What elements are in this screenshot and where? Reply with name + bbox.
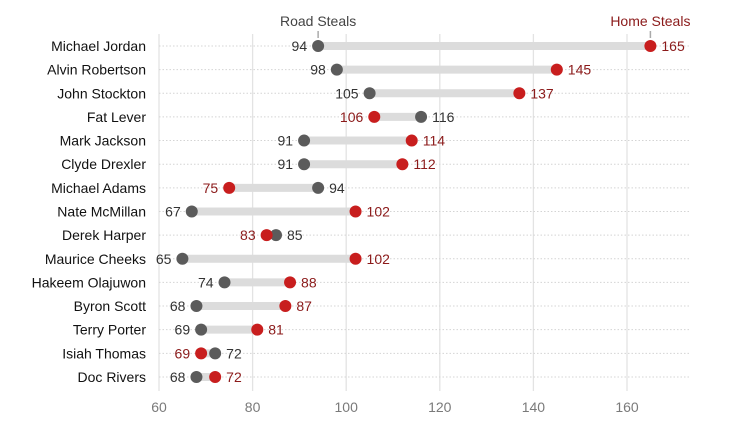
x-tick-label: 120 bbox=[428, 399, 452, 415]
road-steals-point bbox=[176, 252, 189, 265]
road-steals-point bbox=[363, 87, 376, 100]
home-steals-label: 102 bbox=[367, 203, 391, 219]
road-steals-point bbox=[312, 40, 325, 52]
road-steals-label: 72 bbox=[226, 345, 242, 361]
road-steals-label: 85 bbox=[287, 227, 303, 243]
road-steals-label: 94 bbox=[329, 180, 345, 196]
home-steals-point bbox=[405, 134, 418, 147]
home-steals-label: 83 bbox=[240, 227, 256, 243]
player-name: Michael Jordan bbox=[51, 38, 146, 54]
home-steals-point bbox=[209, 370, 222, 383]
player-name: Doc Rivers bbox=[78, 369, 146, 385]
player-name: Byron Scott bbox=[74, 298, 146, 314]
home-steals-point bbox=[195, 347, 208, 360]
road-steals-point bbox=[415, 110, 428, 123]
x-axis: 60 80 100 120 140 160 bbox=[151, 399, 639, 415]
player-name: Hakeem Olajuwon bbox=[32, 274, 146, 290]
player-name: Fat Lever bbox=[87, 109, 146, 125]
player-name: Terry Porter bbox=[73, 322, 146, 338]
x-tick-label: 60 bbox=[151, 399, 167, 415]
home-steals-label: 88 bbox=[301, 274, 317, 290]
legend-home-steals: Home Steals bbox=[610, 13, 690, 29]
road-steals-label: 98 bbox=[310, 62, 326, 78]
road-steals-point bbox=[190, 300, 203, 313]
road-steals-point bbox=[209, 347, 222, 360]
player-name: John Stockton bbox=[57, 85, 146, 101]
home-steals-label: 106 bbox=[340, 109, 364, 125]
home-steals-point bbox=[260, 229, 273, 242]
player-name: Mark Jackson bbox=[60, 133, 146, 149]
x-tick-label: 100 bbox=[335, 399, 359, 415]
home-steals-point bbox=[284, 276, 297, 289]
rows: Michael Jordan 94 165 Alvin Robertson 98 145 J… bbox=[32, 38, 685, 385]
road-steals-label: 67 bbox=[165, 203, 181, 219]
road-steals-point bbox=[330, 63, 343, 76]
road-steals-label: 116 bbox=[432, 109, 455, 125]
home-steals-label: 81 bbox=[268, 322, 284, 338]
road-steals-point bbox=[270, 229, 282, 242]
x-tick-label: 80 bbox=[245, 399, 261, 415]
player-name: Clyde Drexler bbox=[61, 156, 146, 172]
player-name: Alvin Robertson bbox=[47, 62, 146, 78]
road-steals-label: 74 bbox=[198, 274, 214, 290]
home-steals-label: 87 bbox=[296, 298, 312, 314]
home-steals-point bbox=[223, 181, 236, 194]
home-steals-label: 137 bbox=[530, 85, 554, 101]
road-steals-label: 105 bbox=[335, 85, 359, 101]
player-name: Isiah Thomas bbox=[62, 345, 146, 361]
x-tick-label: 140 bbox=[522, 399, 546, 415]
player-name: Michael Adams bbox=[51, 180, 146, 196]
home-steals-point bbox=[368, 110, 381, 123]
road-steals-label: 65 bbox=[156, 251, 172, 267]
road-steals-label: 94 bbox=[292, 38, 308, 54]
home-steals-point bbox=[349, 205, 362, 218]
player-name: Nate McMillan bbox=[57, 203, 146, 219]
home-steals-label: 69 bbox=[175, 345, 191, 361]
road-steals-label: 91 bbox=[278, 133, 294, 149]
home-steals-point bbox=[349, 252, 362, 265]
x-tick-label: 160 bbox=[615, 399, 639, 415]
home-steals-label: 75 bbox=[203, 180, 219, 196]
road-steals-point bbox=[195, 323, 208, 336]
home-steals-label: 102 bbox=[367, 251, 391, 267]
home-steals-label: 145 bbox=[568, 62, 592, 78]
legend-road-steals: Road Steals bbox=[280, 13, 356, 29]
player-name: Maurice Cheeks bbox=[45, 251, 146, 267]
home-steals-point bbox=[251, 323, 264, 336]
road-steals-point bbox=[185, 205, 198, 218]
home-steals-point bbox=[396, 158, 409, 171]
road-steals-label: 69 bbox=[175, 322, 191, 338]
home-steals-label: 112 bbox=[413, 156, 436, 172]
legend: Road Steals Home Steals bbox=[280, 13, 690, 38]
home-steals-point bbox=[644, 40, 657, 52]
road-steals-point bbox=[312, 181, 325, 194]
home-steals-point bbox=[550, 63, 563, 76]
road-steals-label: 91 bbox=[278, 156, 294, 172]
home-steals-label: 165 bbox=[661, 38, 685, 54]
road-steals-point bbox=[298, 134, 311, 147]
home-steals-point bbox=[513, 87, 526, 100]
home-steals-label: 114 bbox=[423, 133, 446, 149]
home-steals-point bbox=[279, 300, 292, 313]
player-name: Derek Harper bbox=[62, 227, 146, 243]
road-steals-point bbox=[298, 158, 311, 171]
road-steals-label: 68 bbox=[170, 369, 186, 385]
road-steals-label: 68 bbox=[170, 298, 186, 314]
road-steals-point bbox=[218, 276, 231, 289]
home-steals-label: 72 bbox=[226, 369, 242, 385]
road-steals-point bbox=[190, 370, 203, 383]
